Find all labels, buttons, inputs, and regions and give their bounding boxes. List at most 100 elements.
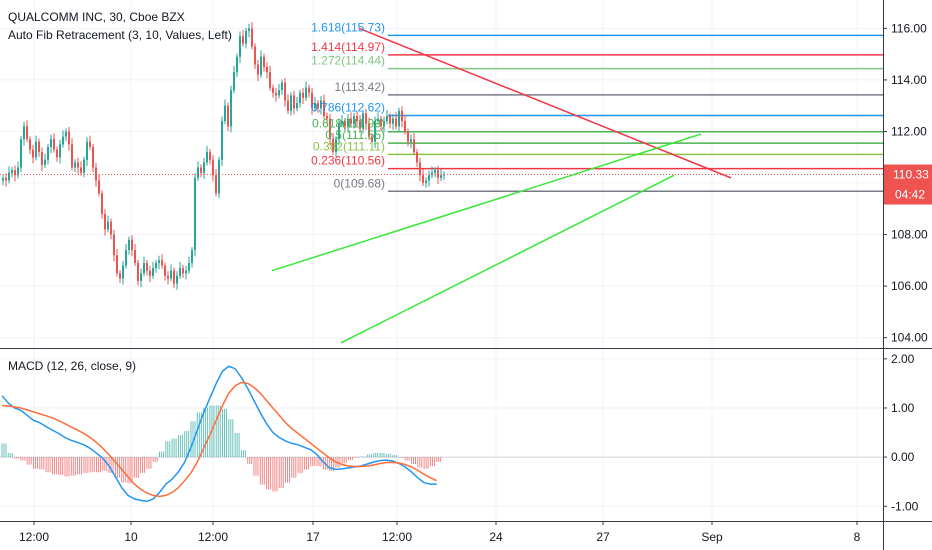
candle-body [149,270,151,276]
candle-body [218,159,220,194]
candle-body [362,113,364,129]
candle-body [335,139,337,153]
candle-body [8,172,10,181]
candle-body [419,162,421,176]
candle-body [113,234,115,256]
candle-body [380,118,382,127]
candle-body [260,56,262,75]
candle-body [209,152,211,160]
macd-tick-label: 2.00 [891,352,915,366]
candle-body [437,170,439,178]
candle-body [374,121,376,142]
candle-body [311,92,313,109]
candle-body [302,92,304,98]
candle-body [140,273,142,281]
candle-body [287,100,289,111]
price-tick-label: 116.00 [891,21,927,35]
candle-body [389,116,391,124]
fib-indicator-label[interactable]: Auto Fib Retracement (3, 10, Values, Lef… [8,28,232,42]
macd-lines [1,365,438,503]
candle-body [284,82,286,101]
candle-body [416,152,418,163]
candle-body [182,268,184,274]
candle-body [155,262,157,269]
fib-labels: 1.618(115.73) 1.414(114.97)1.272(114.44) 1… [311,20,385,190]
candle-body [392,118,394,124]
candle-body [296,103,298,109]
time-tick-label: 24 [489,530,503,544]
candle-body [200,167,202,173]
candle-body [2,177,4,181]
symbol-title[interactable]: QUALCOMM INC, 30, Cboe BZX [8,10,185,24]
price-tick-label: 106.00 [891,279,928,293]
candle-body [413,139,415,153]
candle-body [266,67,268,73]
time-tick-label: Sep [701,530,723,544]
macd-axis: 2.00 1.00 0.00 -1.00 [883,352,919,513]
candle-body [71,144,73,168]
candle-body [305,87,307,98]
price-tick-label: 104.00 [891,331,928,345]
countdown-label: 04:42 [895,188,925,202]
candle-body [425,180,427,184]
candle-body [236,56,238,73]
macd-tick-label: 0.00 [891,450,915,464]
candle-body [41,152,43,165]
candle-body [341,121,343,124]
candle-body [359,121,361,129]
candle-body [29,139,31,150]
candle-body [35,141,37,158]
candle-body [317,103,319,109]
candle-body [233,72,235,91]
time-tick-label: 8 [854,530,861,544]
fib-level-label: 0.382(111.11) [313,139,385,153]
candle-body [164,265,166,276]
candle-body [188,262,190,271]
candle-body [281,82,283,91]
candle-body [119,273,121,279]
candle-body [74,162,76,168]
candle-body [386,116,388,122]
candle-body [107,221,109,230]
candle-body [110,221,112,235]
time-axis: 12:00 10 12:00 17 12:00 24 27 Sep 8 [0,521,932,544]
candle-body [395,118,397,127]
current-price-label: 110.33 [893,168,929,182]
candle-body [377,118,379,122]
candle-body [158,260,160,263]
candle-body [98,180,100,194]
candle-body [101,193,103,214]
candle-body [326,116,328,119]
fib-level-label: 1.272(114.44) [311,54,385,68]
candle-body [275,92,277,96]
candle-body [293,95,295,109]
fib-level-label: 1(113.42) [335,80,385,94]
candle-body [329,118,331,140]
macd-tick-label: -1.00 [891,499,919,513]
fib-level-label: 0.5(111.55) [325,128,385,142]
candle-body [56,149,58,158]
candle-body [350,118,352,124]
time-tick-label: 10 [124,530,138,544]
candle-body [65,131,67,137]
candle-body [137,262,139,281]
candle-body [344,121,346,127]
candle-body [86,141,88,160]
macd-indicator-label[interactable]: MACD (12, 26, close, 9) [8,359,137,373]
candle-body [428,175,430,181]
candle-body [185,270,187,274]
fib-level-label: 1.618(115.73) [311,20,385,34]
candle-body [308,87,310,93]
candle-body [179,268,181,276]
trendline-support-2 [340,174,675,344]
candle-body [32,149,34,158]
candle-body [356,116,358,122]
time-tick-label: 12:00 [382,530,412,544]
candle-body [14,170,16,176]
candle-body [77,162,79,168]
candle-body [161,260,163,266]
candle-body [332,139,334,153]
candle-body [47,146,49,160]
